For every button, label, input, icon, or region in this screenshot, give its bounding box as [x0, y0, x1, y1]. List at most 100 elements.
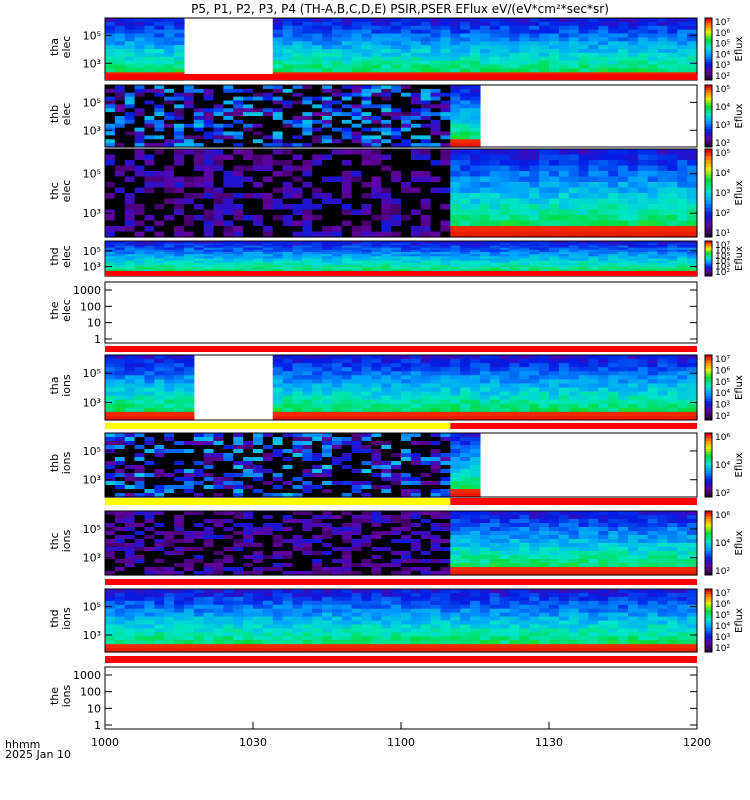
spectrogram-cell [401, 469, 412, 474]
spectrogram-cell [144, 52, 155, 58]
spectrogram-cell [588, 226, 599, 233]
spectrogram-cell [292, 433, 303, 438]
spectrogram-cell [637, 415, 649, 421]
spectrogram-cell [381, 154, 392, 161]
spectrogram-cell [124, 112, 136, 117]
spectrogram-cell [420, 60, 432, 66]
spectrogram-cell [351, 68, 363, 73]
spectrogram-cell [667, 45, 678, 50]
spectrogram-cell [519, 182, 530, 189]
spectrogram-cell [479, 154, 491, 161]
spectrogram-cell [223, 265, 234, 268]
spectrogram-cell [331, 453, 343, 458]
spectrogram-cell [677, 215, 688, 222]
colorbar-label: Eflux [734, 36, 745, 61]
spectrogram-cell [193, 220, 205, 227]
spectrogram-cell [410, 469, 422, 474]
spectrogram-cell [401, 256, 412, 260]
spectrogram-cell [470, 415, 481, 421]
spectrogram-cell [282, 209, 294, 216]
spectrogram-cell [223, 254, 234, 257]
spectrogram-cell [154, 485, 165, 490]
spectrogram-cell [134, 395, 146, 401]
spectrogram-cell [144, 165, 155, 172]
spectrogram-cell [529, 269, 540, 273]
colorbar-step [705, 196, 712, 201]
spectrogram-cell [420, 262, 432, 266]
spectrogram-cell [410, 88, 422, 94]
spectrogram-cell [154, 245, 165, 249]
spectrogram-cell [331, 49, 343, 54]
spectrogram-cell [539, 399, 550, 405]
spectrogram-cell [223, 92, 234, 98]
spectrogram-cell [677, 375, 688, 380]
spectrogram-cell [183, 193, 195, 200]
spectrogram-cell [558, 407, 570, 413]
spectrogram-cell [183, 92, 195, 98]
spectrogram-cell [509, 399, 520, 405]
spectrogram-cell [588, 231, 599, 238]
spectrogram-cell [213, 149, 224, 156]
spectrogram-cell [272, 243, 284, 246]
spectrogram-cell [519, 267, 530, 271]
colorbar-step [705, 262, 712, 265]
spectrogram-cell [361, 245, 372, 249]
spectrogram-cell [618, 220, 629, 227]
spectrogram-cell [361, 209, 372, 216]
spectrogram-cell [381, 68, 392, 73]
spectrogram-cell [381, 457, 392, 462]
colorbar-tick-label: 10⁴ [715, 103, 730, 113]
spectrogram-cell [479, 49, 491, 54]
spectrogram-cell [331, 18, 343, 23]
spectrogram-cell [174, 481, 185, 486]
spectrogram-cell [420, 265, 432, 268]
spectrogram-cell [134, 245, 146, 249]
spectrogram-cell [558, 49, 570, 54]
spectrogram-cell [351, 119, 363, 125]
spectrogram-cell [114, 37, 126, 42]
spectrogram-cell [203, 104, 215, 109]
spectrogram-cell [331, 260, 343, 264]
colorbar-step [705, 417, 712, 421]
spectrogram-cell [440, 193, 451, 200]
spectrogram-cell [588, 391, 599, 397]
spectrogram-cell [312, 241, 323, 244]
spectrogram-cell [203, 469, 215, 474]
spectrogram-cell [440, 198, 451, 205]
spectrogram-cell [460, 182, 471, 189]
spectrogram-cell [253, 119, 264, 125]
spectrogram-cell [440, 154, 451, 161]
spectrogram-cell [154, 249, 165, 253]
spectrogram-cell [618, 165, 629, 172]
spectrogram-cell [410, 52, 422, 58]
spectrogram-cell [154, 403, 165, 409]
spectrogram-cell [529, 154, 540, 161]
spectrogram-cell [322, 154, 333, 161]
spectrogram-cell [292, 241, 303, 244]
spectrogram-cell [164, 215, 175, 222]
spectrogram-cell [450, 247, 461, 251]
spectrogram-cell [302, 256, 313, 260]
spectrogram-cell [174, 395, 185, 401]
spectrogram-cell [627, 249, 639, 253]
spectrogram-cell [381, 258, 392, 262]
spectrogram-cell [410, 116, 422, 121]
spectrogram-cell [292, 88, 303, 94]
spectrogram-cell [213, 489, 224, 494]
spectrogram-cell [282, 171, 294, 178]
spectrogram-cell [272, 112, 284, 117]
spectrogram-cell [164, 25, 175, 31]
spectrogram-cell [262, 465, 274, 470]
colorbar-step [705, 23, 712, 27]
spectrogram-cell [499, 64, 511, 69]
spectrogram-cell [183, 231, 195, 238]
spectrogram-cell [420, 187, 432, 194]
spectrogram-cell [203, 445, 215, 450]
spectrogram-cell [568, 209, 580, 216]
spectrogram-cell [470, 193, 481, 200]
spectrogram-cell [489, 355, 501, 360]
spectrogram-cell [549, 29, 560, 35]
spectrogram-cell [657, 64, 668, 69]
spectrogram-cell [558, 41, 570, 46]
